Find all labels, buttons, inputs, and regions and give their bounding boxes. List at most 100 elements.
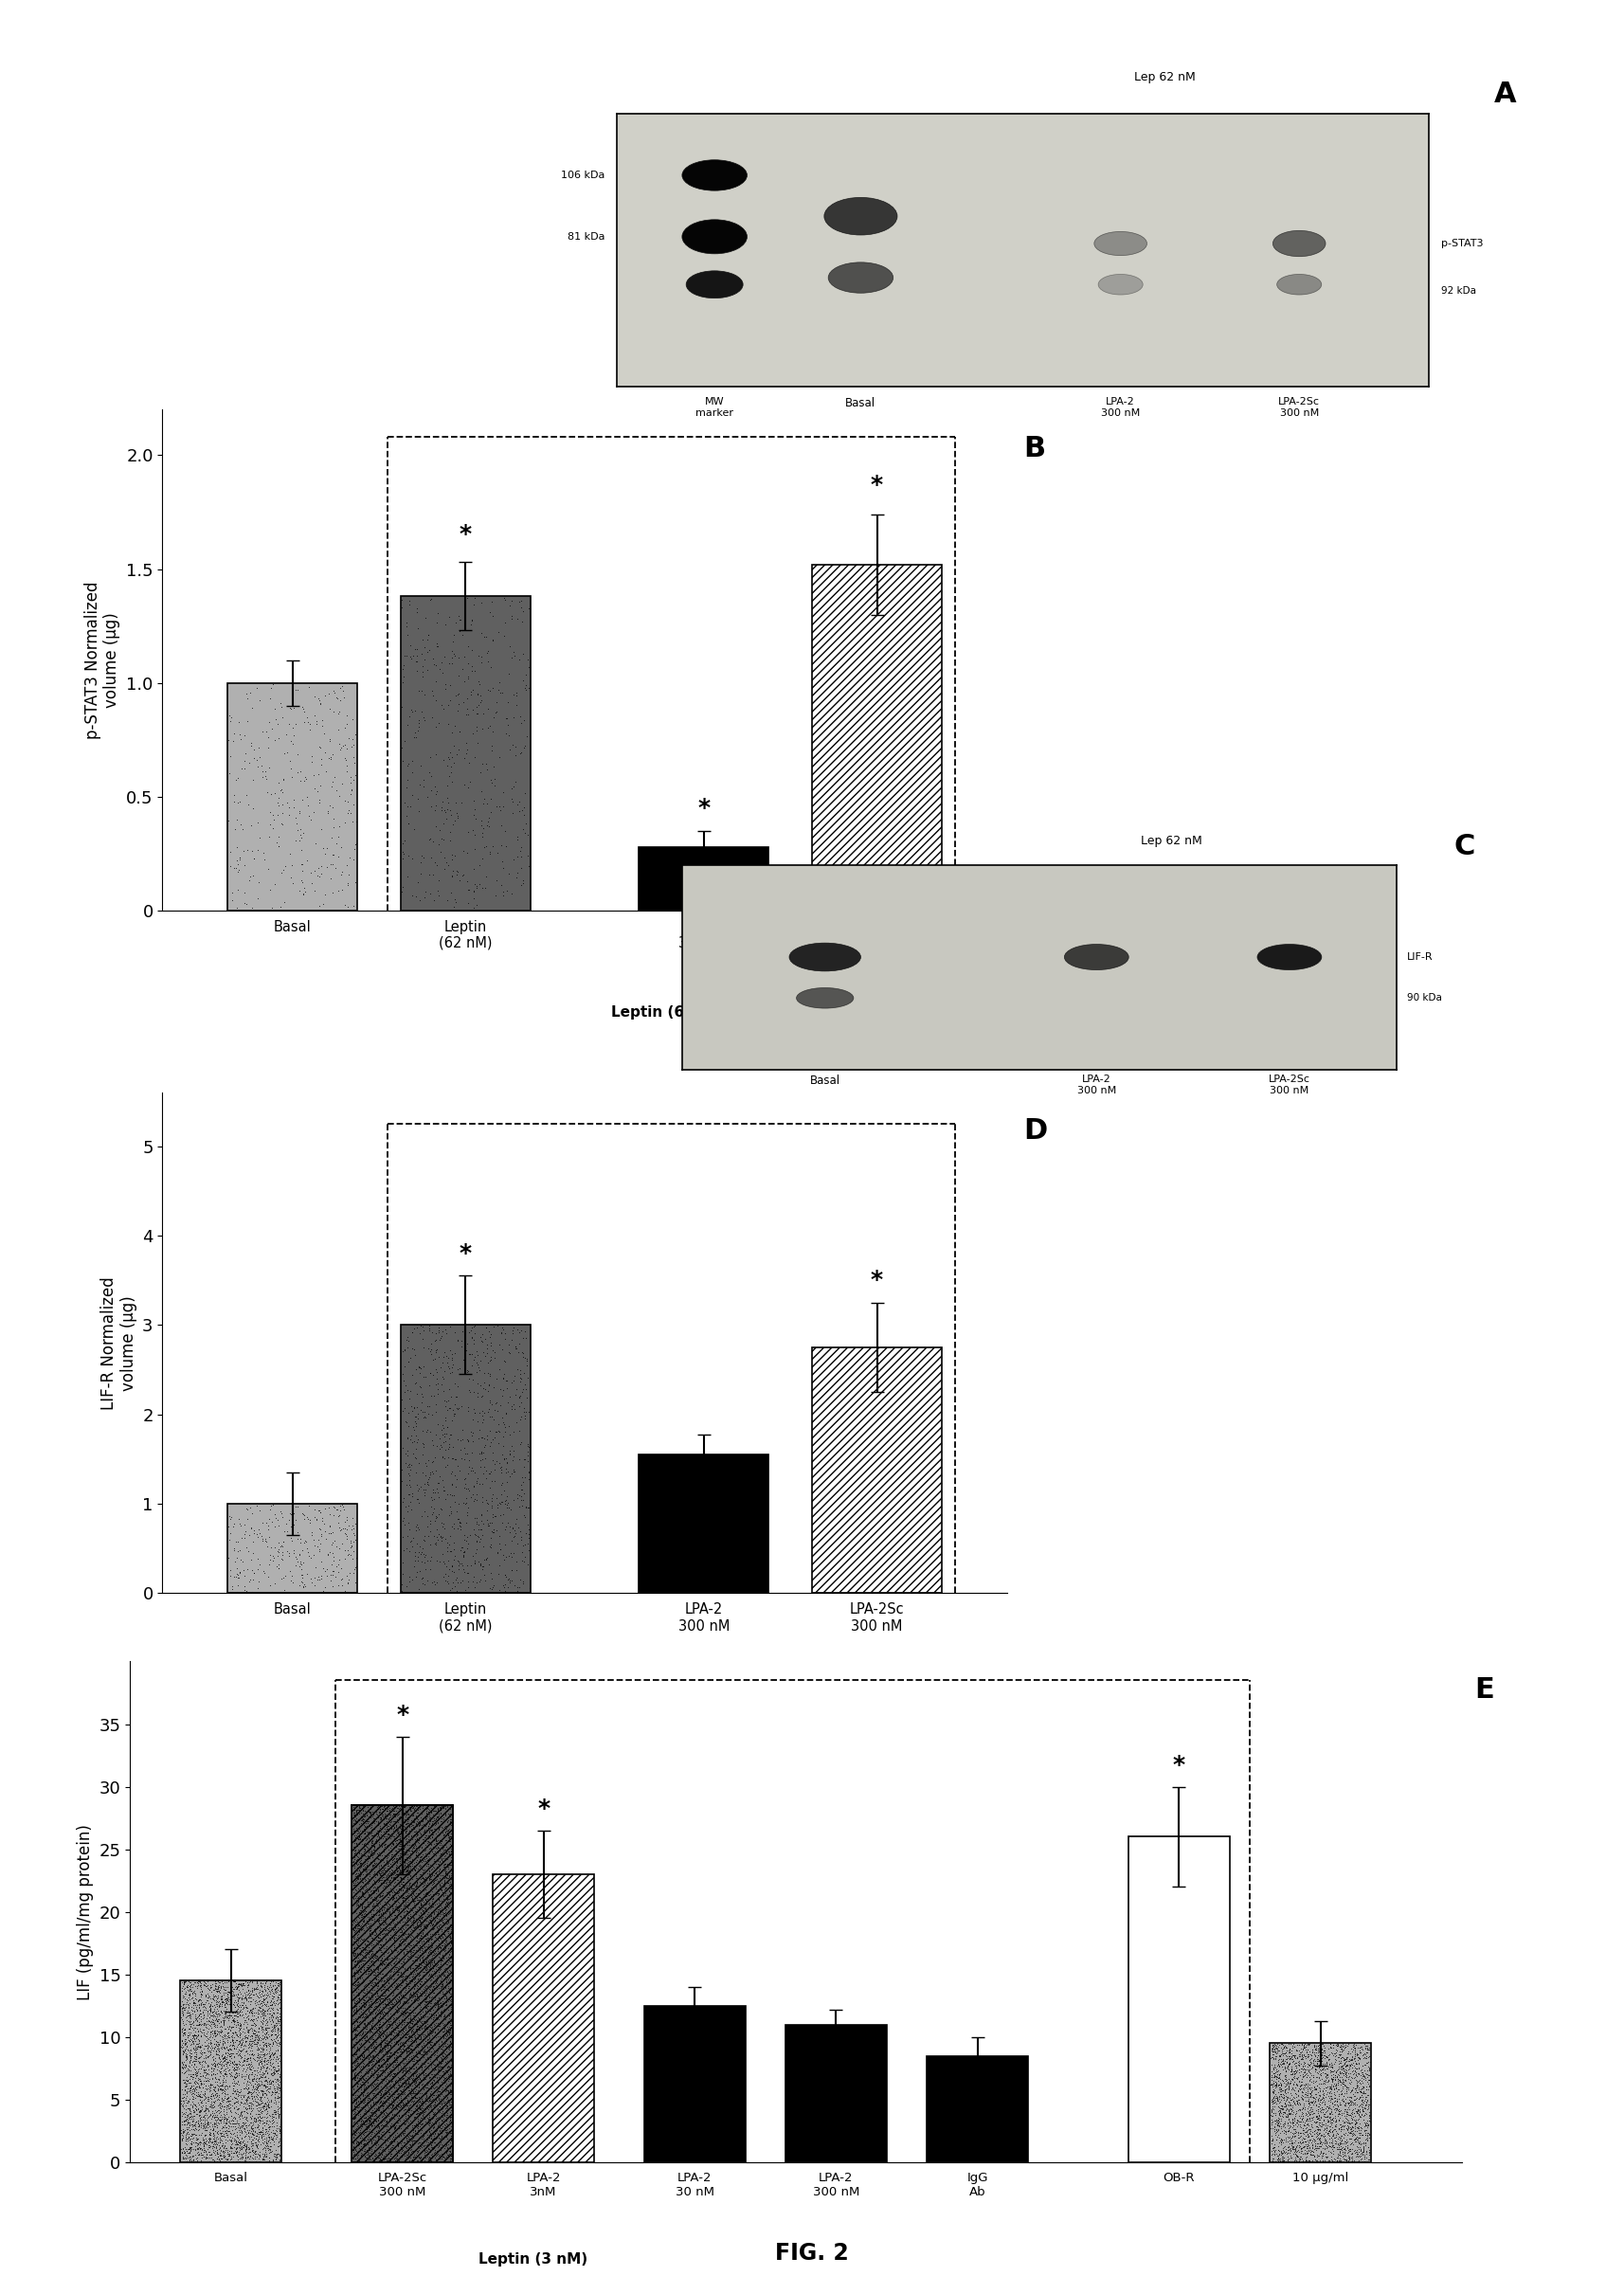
Point bbox=[388, 1919, 414, 1955]
Point bbox=[382, 2121, 408, 2158]
Point bbox=[222, 2083, 248, 2119]
Point bbox=[409, 1976, 435, 2012]
Point bbox=[1307, 2078, 1333, 2114]
Point bbox=[406, 2105, 432, 2142]
Point bbox=[354, 2112, 380, 2149]
Point bbox=[432, 2028, 458, 2064]
Point bbox=[1309, 2073, 1335, 2110]
Point bbox=[437, 2101, 463, 2137]
Point bbox=[374, 2076, 400, 2112]
Point bbox=[240, 2039, 266, 2076]
Point bbox=[497, 1564, 523, 1600]
Point bbox=[304, 774, 330, 810]
Point bbox=[438, 1495, 464, 1532]
Point bbox=[237, 2046, 263, 2083]
Point bbox=[356, 2073, 382, 2110]
Point bbox=[232, 735, 258, 772]
Point bbox=[378, 2010, 404, 2046]
Point bbox=[174, 2069, 200, 2105]
Point bbox=[232, 2053, 258, 2089]
Point bbox=[307, 1573, 333, 1609]
Point bbox=[383, 2135, 409, 2171]
Point bbox=[335, 1566, 361, 1602]
Point bbox=[1350, 2126, 1376, 2162]
Point bbox=[432, 2060, 458, 2096]
Point bbox=[419, 2067, 445, 2103]
Point bbox=[339, 1912, 365, 1948]
Point bbox=[469, 696, 495, 733]
Point bbox=[412, 1910, 438, 1946]
Point bbox=[185, 2028, 211, 2064]
Point bbox=[218, 2130, 244, 2167]
Point bbox=[391, 1846, 417, 1882]
Point bbox=[403, 2078, 429, 2114]
Point bbox=[1325, 2101, 1351, 2137]
Point bbox=[393, 1878, 419, 1914]
Point bbox=[437, 1821, 463, 1857]
Point bbox=[351, 2026, 377, 2062]
Point bbox=[349, 2058, 375, 2094]
Point bbox=[365, 2083, 391, 2119]
Point bbox=[352, 1809, 378, 1846]
Point bbox=[357, 2026, 383, 2062]
Point bbox=[343, 2114, 369, 2151]
Point bbox=[312, 1552, 338, 1589]
Point bbox=[395, 1841, 421, 1878]
Point bbox=[432, 1855, 458, 1891]
Point bbox=[266, 1966, 292, 2003]
Point bbox=[260, 1980, 286, 2017]
Point bbox=[174, 2112, 200, 2149]
Point bbox=[219, 2044, 245, 2080]
Point bbox=[208, 2117, 234, 2153]
Point bbox=[1273, 2119, 1299, 2155]
Point bbox=[400, 2108, 425, 2144]
Point bbox=[244, 2103, 270, 2139]
Point bbox=[216, 2055, 242, 2092]
Point bbox=[312, 876, 338, 913]
Point bbox=[356, 2101, 382, 2137]
Point bbox=[451, 833, 477, 869]
Point bbox=[201, 2044, 227, 2080]
Point bbox=[416, 856, 442, 892]
Point bbox=[1338, 2042, 1364, 2078]
Point bbox=[344, 1814, 370, 1850]
Point bbox=[438, 1914, 464, 1951]
Point bbox=[265, 2014, 291, 2051]
Point bbox=[213, 2035, 239, 2071]
Point bbox=[219, 2108, 245, 2144]
Point bbox=[221, 2071, 247, 2108]
Point bbox=[172, 2005, 198, 2042]
Point bbox=[258, 2098, 284, 2135]
Point bbox=[412, 2007, 438, 2044]
Point bbox=[1280, 2058, 1306, 2094]
Point bbox=[361, 2051, 387, 2087]
Point bbox=[1306, 2126, 1332, 2162]
Point bbox=[404, 1869, 430, 1905]
Point bbox=[1278, 2039, 1304, 2076]
Point bbox=[437, 2087, 463, 2124]
Point bbox=[359, 1798, 385, 1834]
Point bbox=[361, 2021, 387, 2058]
Point bbox=[1337, 2078, 1363, 2114]
Point bbox=[348, 1859, 374, 1896]
Point bbox=[401, 1948, 427, 1985]
Point bbox=[177, 2032, 203, 2069]
Point bbox=[362, 2096, 388, 2133]
Point bbox=[344, 1992, 370, 2028]
Point bbox=[341, 2112, 367, 2149]
Point bbox=[424, 2060, 450, 2096]
Point bbox=[469, 1316, 495, 1352]
Point bbox=[398, 2037, 424, 2073]
Point bbox=[336, 1561, 362, 1598]
Point bbox=[205, 2014, 231, 2051]
Point bbox=[348, 2130, 374, 2167]
Point bbox=[1296, 2037, 1322, 2073]
Point bbox=[253, 2105, 279, 2142]
Point bbox=[385, 1855, 411, 1891]
Point bbox=[408, 1914, 434, 1951]
Point bbox=[214, 1978, 240, 2014]
Point bbox=[177, 2101, 203, 2137]
Point bbox=[400, 1830, 425, 1866]
Point bbox=[395, 2119, 421, 2155]
Point bbox=[200, 2126, 226, 2162]
